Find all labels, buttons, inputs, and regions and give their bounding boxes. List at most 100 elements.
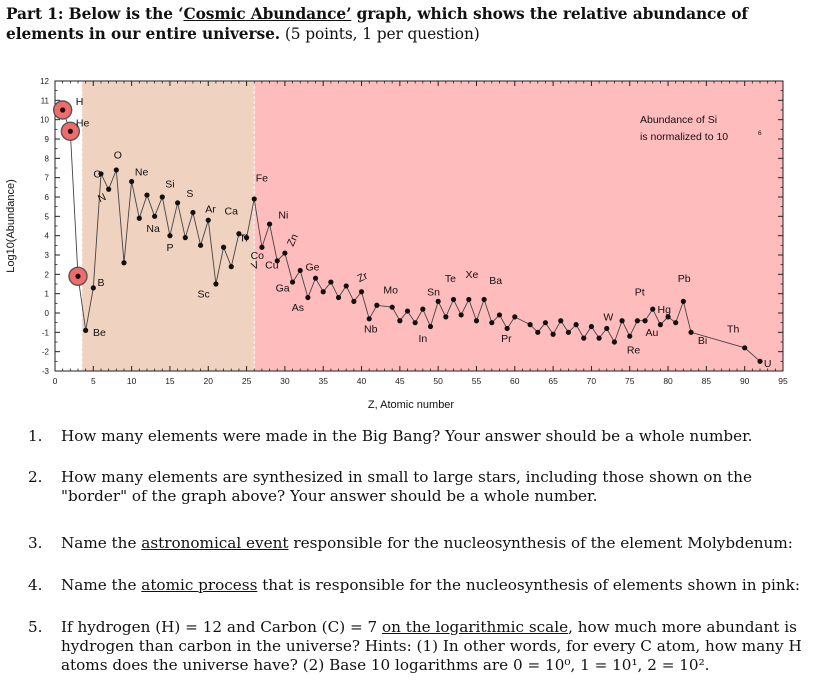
element-label: Bi — [698, 335, 707, 347]
data-point — [228, 264, 234, 270]
data-point — [504, 325, 510, 332]
data-point — [496, 312, 503, 318]
x-tick-label: 5 — [91, 376, 96, 386]
element-label: In — [418, 333, 427, 345]
data-point — [274, 258, 280, 264]
x-tick-label: 10 — [127, 376, 137, 386]
part-heading: Part 1: Below is the ‘Cosmic Abundance’ … — [6, 4, 820, 44]
data-point — [550, 331, 556, 337]
y-tick-label: -2 — [42, 348, 50, 357]
element-label: Ni — [278, 209, 288, 221]
x-axis-label: Z, Atomic number — [368, 399, 455, 411]
data-point — [175, 200, 181, 206]
element-label: Ar — [205, 203, 216, 215]
element-label: Sc — [198, 289, 210, 301]
question-post: responsible for the nucleosynthesis of t… — [288, 534, 793, 552]
question-underline: atomic process — [141, 576, 258, 594]
element-label: W — [603, 312, 613, 324]
data-point — [420, 306, 426, 312]
element-label: Si — [165, 178, 174, 190]
element-label: U — [764, 358, 772, 370]
element-label: Pt — [635, 287, 645, 299]
y-tick-label: 2 — [45, 270, 50, 279]
question-number: 2. — [28, 468, 43, 486]
element-label: Zn — [285, 232, 301, 248]
question-text: How many elements are synthesized in sma… — [61, 468, 752, 505]
element-label: Co — [251, 250, 265, 262]
element-label: Hg — [658, 304, 672, 316]
data-point — [412, 320, 418, 326]
data-point — [220, 244, 227, 250]
data-point — [619, 318, 625, 324]
element-label: Cu — [265, 260, 279, 272]
y-tick-label: 7 — [45, 174, 50, 183]
data-point — [351, 298, 357, 304]
data-point — [473, 318, 480, 324]
question-text: Name the atomic process that is responsi… — [61, 576, 819, 595]
x-tick-label: 45 — [395, 376, 405, 386]
data-point — [366, 316, 372, 322]
element-label: Ga — [276, 283, 290, 295]
data-point — [67, 128, 73, 134]
element-label: Nb — [364, 323, 378, 335]
data-point — [297, 267, 303, 274]
data-point — [60, 107, 66, 113]
data-point — [328, 279, 334, 285]
cosmic-abundance-chart: 0 5 10 15 20 25 30 35 40 45 50 55 60 65 70 75 80 85 90 95-3… — [5, 77, 788, 411]
data-point — [335, 294, 342, 301]
data-point — [198, 242, 204, 248]
x-tick-label: 25 — [242, 376, 252, 386]
data-point — [581, 335, 587, 341]
heading-part: Part 1: Below is the ‘ — [6, 5, 184, 23]
data-point — [435, 298, 441, 304]
element-label: Fe — [256, 173, 268, 185]
element-label: Au — [646, 327, 659, 339]
element-label: Xe — [465, 269, 478, 281]
data-point — [305, 294, 311, 301]
data-point — [144, 192, 150, 198]
data-point — [320, 289, 326, 295]
heading-points: (5 points, 1 per question) — [280, 25, 480, 43]
x-tick-label: 20 — [204, 376, 214, 386]
y-tick-label: 8 — [45, 154, 50, 163]
data-point — [397, 318, 403, 324]
data-point — [642, 318, 648, 324]
heading-link: Cosmic Abundance’ — [183, 5, 352, 23]
data-point — [251, 196, 257, 202]
question-text: How many elements were made in the Big B… — [61, 427, 753, 445]
data-point — [282, 250, 288, 256]
data-point — [83, 327, 89, 333]
y-tick-label: -3 — [42, 367, 50, 376]
y-tick-label: 4 — [45, 232, 50, 241]
data-point — [673, 320, 679, 326]
element-label: Ca — [225, 205, 239, 217]
element-label: Ge — [305, 261, 319, 273]
element-label: S — [186, 188, 193, 200]
x-tick-label: 85 — [702, 376, 712, 386]
x-tick-label: 30 — [280, 376, 290, 386]
element-label: V — [250, 259, 261, 273]
data-point — [657, 322, 663, 328]
data-point — [343, 283, 349, 289]
data-point — [688, 329, 694, 335]
data-point — [680, 298, 686, 304]
x-tick-label: 55 — [472, 376, 482, 386]
data-point — [113, 167, 119, 173]
question-pre: If hydrogen (H) = 12 and Carbon (C) = 7 — [61, 618, 383, 636]
y-tick-label: -1 — [42, 328, 50, 337]
plot-layer: 0 5 10 15 20 25 30 35 40 45 50 55 60 65 70 75 80 85 90 95-3… — [5, 77, 788, 411]
data-point — [742, 345, 748, 351]
element-label: As — [292, 302, 304, 314]
element-label: Mo — [383, 285, 398, 297]
data-point — [98, 171, 104, 177]
data-point — [458, 312, 464, 318]
x-tick-label: 15 — [165, 376, 175, 386]
x-tick-label: 75 — [625, 376, 635, 386]
element-label: N — [96, 191, 108, 205]
element-label: Ti — [239, 232, 247, 244]
data-point — [542, 320, 549, 326]
data-point — [136, 215, 142, 221]
data-point — [573, 322, 579, 328]
data-point — [481, 296, 487, 303]
data-point — [121, 260, 127, 266]
